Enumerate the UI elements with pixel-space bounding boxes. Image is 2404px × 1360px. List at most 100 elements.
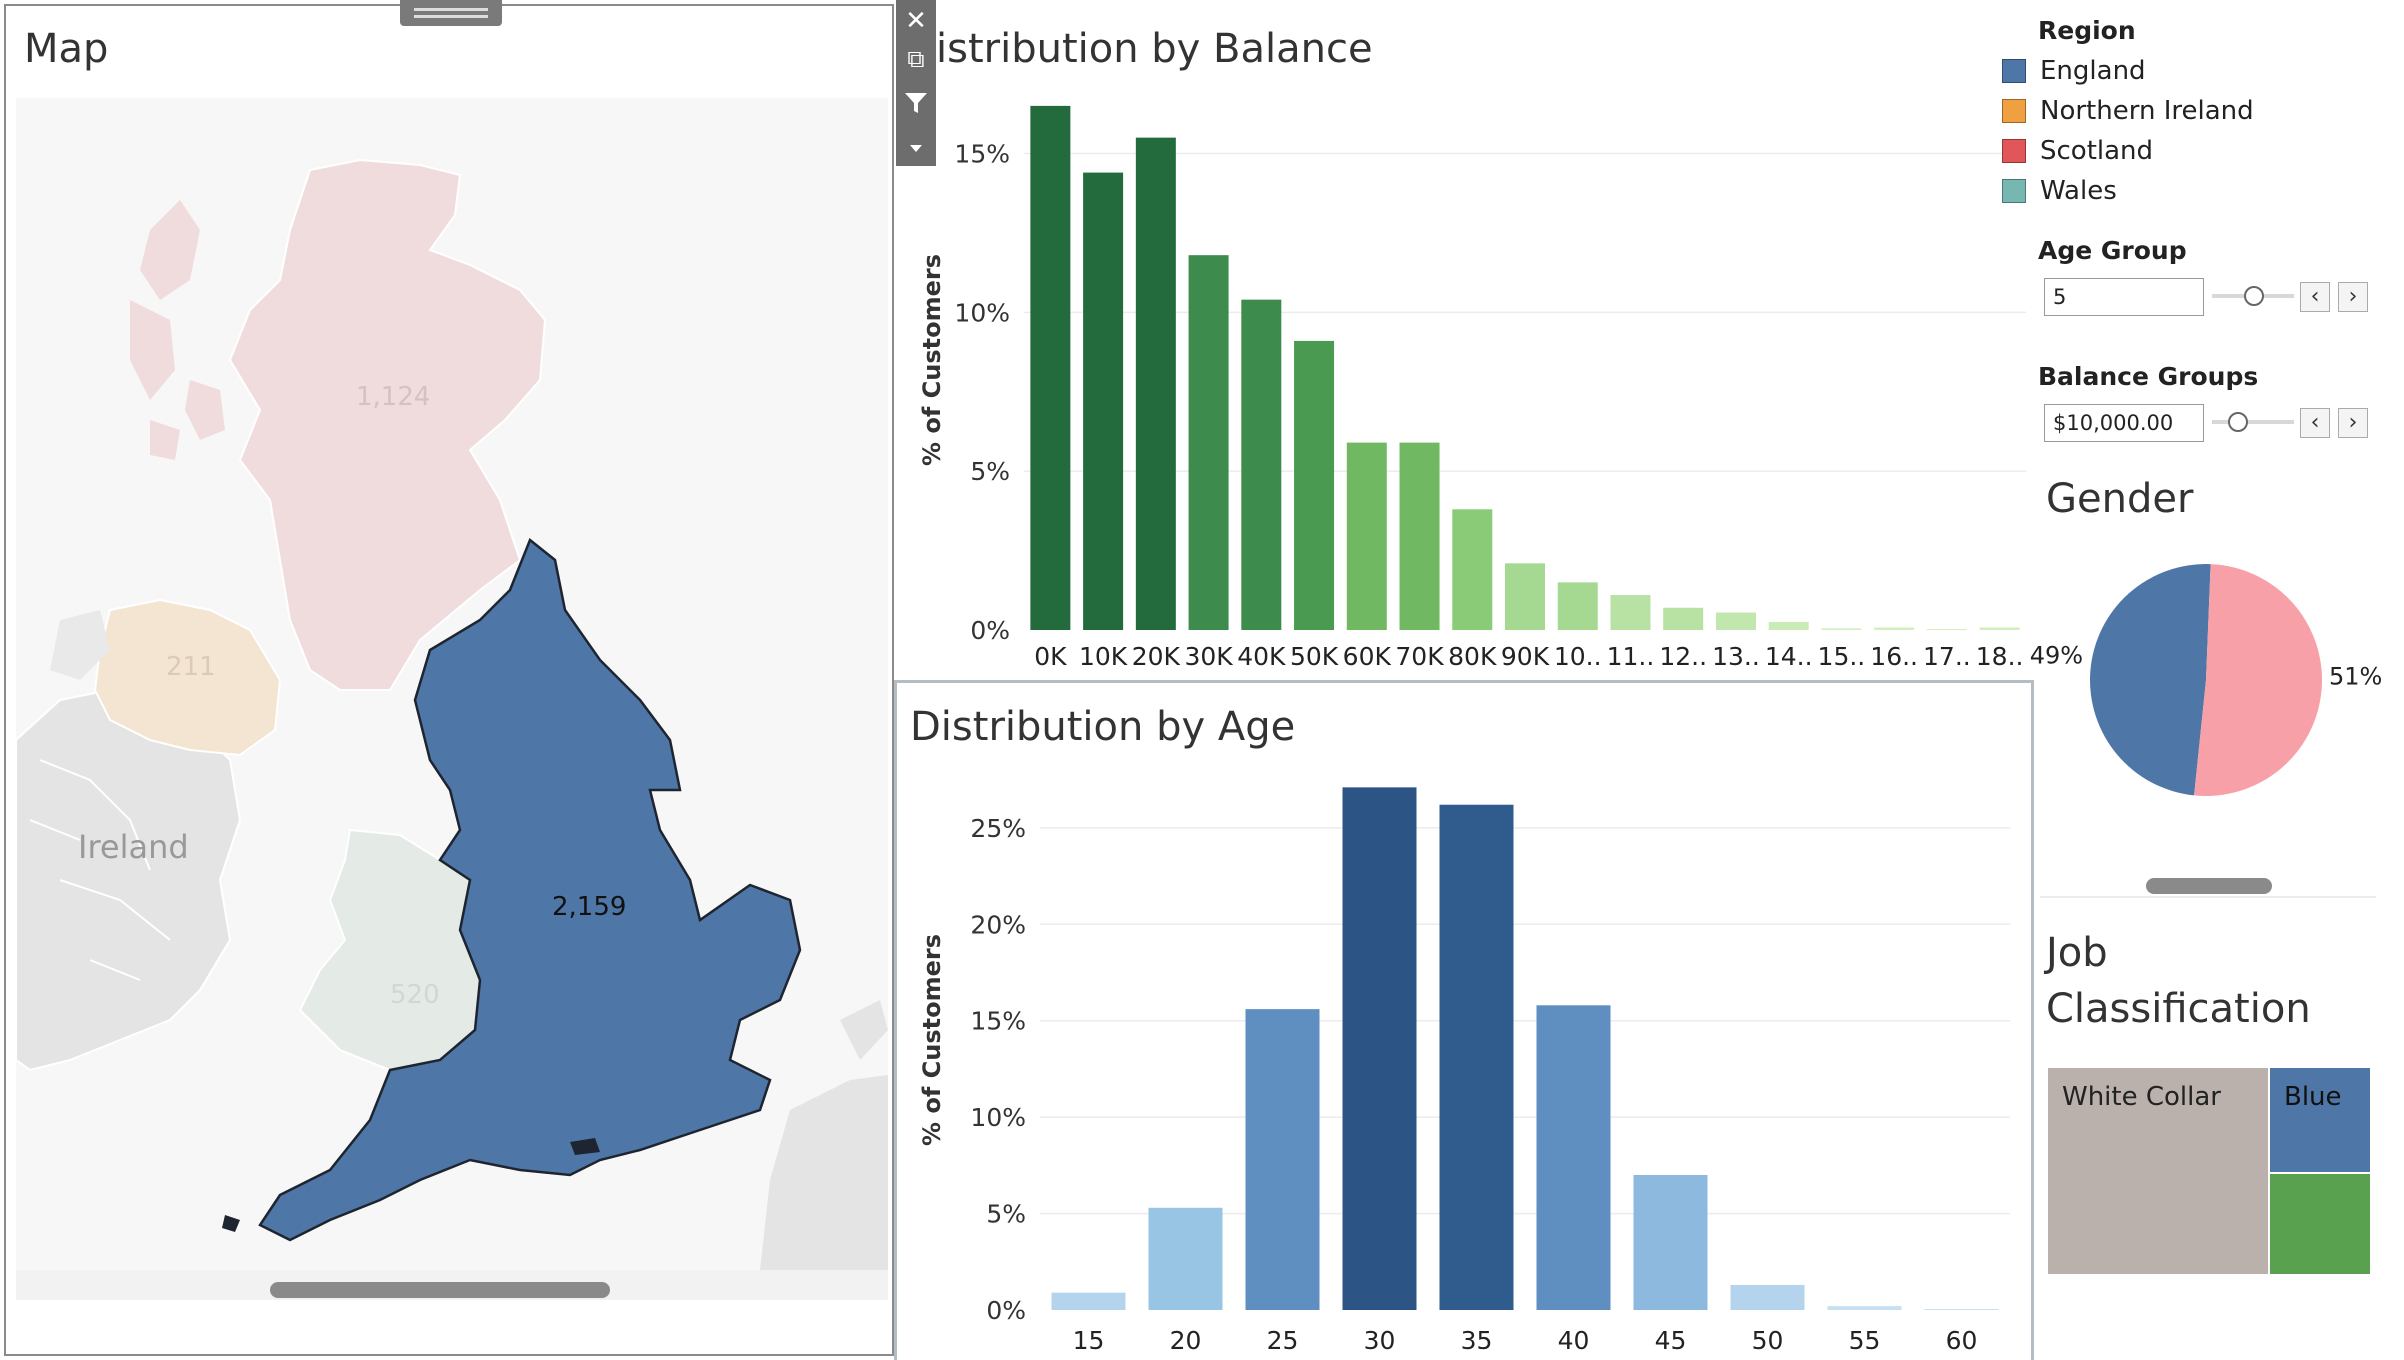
age-y-tick: 20%	[970, 910, 1026, 939]
job-title-line1: Job	[2046, 930, 2108, 976]
age-bar[interactable]	[1439, 804, 1514, 1310]
map-label-scotland: 1,124	[356, 382, 431, 412]
treemap-tile-white-collar[interactable]: White Collar	[2048, 1068, 2270, 1274]
age-x-tick: 60	[1946, 1326, 1978, 1355]
age-bar[interactable]	[1051, 1292, 1126, 1310]
dropdown-icon[interactable]	[896, 126, 936, 164]
age-bar[interactable]	[1633, 1175, 1708, 1310]
balance-bar[interactable]	[1241, 299, 1282, 630]
balance-groups-input[interactable]: $10,000.00	[2044, 404, 2204, 442]
legend-item-wales[interactable]: Wales	[2002, 174, 2117, 208]
balance-bar[interactable]	[1135, 137, 1176, 630]
gender-divider	[2040, 896, 2376, 898]
balance-x-tick: 16..	[1870, 642, 1918, 671]
balance-x-tick: 70K	[1395, 642, 1444, 671]
filter-icon[interactable]	[896, 84, 936, 122]
balance-bar[interactable]	[1768, 622, 1809, 630]
treemap: White Collar Blue	[2048, 1068, 2370, 1274]
balance-bar[interactable]	[1557, 582, 1598, 630]
balance-x-tick: 20K	[1132, 642, 1181, 671]
balance-bar[interactable]	[1926, 629, 1967, 631]
age-bar[interactable]	[1827, 1306, 1902, 1310]
age-y-axis-label: % of Customers	[918, 934, 946, 1146]
england-shape	[258, 537, 802, 1242]
balance-chart-title: istribution by Balance	[936, 26, 1373, 72]
age-group-prev-button[interactable]: ‹	[2300, 282, 2330, 312]
age-bar[interactable]	[1245, 1009, 1320, 1310]
age-group-next-button[interactable]: ›	[2338, 282, 2368, 312]
balance-groups-slider-thumb[interactable]	[2228, 412, 2248, 432]
legend-swatch	[2002, 99, 2026, 123]
balance-bar[interactable]	[1979, 627, 2020, 630]
balance-bar[interactable]	[1030, 105, 1071, 631]
balance-bar[interactable]	[1188, 255, 1229, 631]
balance-x-tick: 10..	[1554, 642, 1602, 671]
legend-label: Wales	[2040, 176, 2117, 206]
age-group-slider-thumb[interactable]	[2244, 286, 2264, 306]
balance-bar[interactable]	[1874, 627, 1915, 630]
balance-y-axis-label: % of Customers	[918, 254, 946, 466]
age-x-tick: 50	[1752, 1326, 1784, 1355]
age-bar[interactable]	[1730, 1284, 1805, 1310]
balance-x-tick: 80K	[1448, 642, 1497, 671]
balance-x-tick: 12..	[1659, 642, 1707, 671]
close-icon[interactable]: ✕	[905, 6, 927, 36]
legend-item-northern-ireland[interactable]: Northern Ireland	[2002, 94, 2254, 128]
balance-groups-prev-button[interactable]: ‹	[2300, 408, 2330, 438]
age-x-tick: 45	[1655, 1326, 1687, 1355]
balance-bar[interactable]	[1610, 595, 1651, 630]
legend-item-scotland[interactable]: Scotland	[2002, 134, 2153, 168]
legend-item-england[interactable]: England	[2002, 54, 2146, 88]
age-group-input[interactable]: 5	[2044, 278, 2204, 316]
map-label-england: 2,159	[552, 892, 627, 922]
balance-bar[interactable]	[1505, 563, 1545, 630]
balance-bar[interactable]	[1294, 340, 1335, 630]
gender-pie-label: 51%	[2329, 663, 2382, 691]
balance-y-tick: 15%	[954, 140, 1010, 169]
map-view[interactable]	[16, 98, 888, 1270]
balance-x-tick: 30K	[1184, 642, 1233, 671]
legend-label: England	[2040, 56, 2146, 86]
age-x-tick: 55	[1849, 1326, 1881, 1355]
balance-bar[interactable]	[1715, 612, 1756, 630]
job-title-line2: Classification	[2046, 986, 2311, 1032]
balance-groups-next-button[interactable]: ›	[2338, 408, 2368, 438]
balance-x-tick: 60K	[1343, 642, 1392, 671]
map-title: Map	[24, 26, 109, 72]
balance-bar[interactable]	[1821, 628, 1862, 630]
gender-scrollbar[interactable]	[2146, 878, 2272, 894]
balance-groups-slider-track[interactable]	[2212, 420, 2294, 424]
balance-bar[interactable]	[1452, 509, 1493, 630]
age-y-tick: 10%	[970, 1103, 1026, 1132]
legend-swatch	[2002, 139, 2026, 163]
treemap-tile-other[interactable]	[2270, 1174, 2370, 1274]
age-bar[interactable]	[1924, 1309, 1999, 1311]
age-bar[interactable]	[1148, 1207, 1223, 1310]
age-x-tick: 35	[1461, 1326, 1493, 1355]
gender-pie-slice[interactable]	[2090, 564, 2211, 796]
gender-pie-slice[interactable]	[2194, 564, 2323, 796]
gender-pie-label: 49%	[2030, 641, 2083, 669]
age-x-tick: 15	[1073, 1326, 1105, 1355]
drag-handle[interactable]	[400, 0, 502, 26]
gender-pie[interactable]: 49% 51%	[2030, 560, 2404, 860]
map-horizontal-scrollbar[interactable]	[270, 1282, 610, 1298]
age-bar[interactable]	[1342, 787, 1417, 1310]
age-bar[interactable]	[1536, 1005, 1611, 1310]
age-chart[interactable]: 0% 5% 10% 15% 20% 25% % of Customers 15 20 25 30 35…	[900, 770, 2030, 1360]
popout-icon[interactable]: ⧉	[907, 45, 925, 73]
balance-bar[interactable]	[1346, 442, 1387, 630]
treemap-tile-blue[interactable]: Blue	[2270, 1068, 2370, 1174]
age-y-tick: 25%	[970, 814, 1026, 843]
balance-bar[interactable]	[1399, 442, 1440, 630]
balance-bar[interactable]	[1663, 607, 1704, 630]
age-x-tick: 40	[1558, 1326, 1590, 1355]
balance-x-tick: 50K	[1290, 642, 1339, 671]
scotland-shape	[228, 158, 547, 691]
balance-x-tick: 14..	[1765, 642, 1813, 671]
balance-x-tick: 11..	[1607, 642, 1655, 671]
balance-bar[interactable]	[1083, 172, 1124, 630]
balance-chart[interactable]: 0% 5% 10% 15% % of Customers 0K 10K 20K 30K 40K 50…	[900, 90, 2030, 680]
age-x-tick: 30	[1364, 1326, 1396, 1355]
